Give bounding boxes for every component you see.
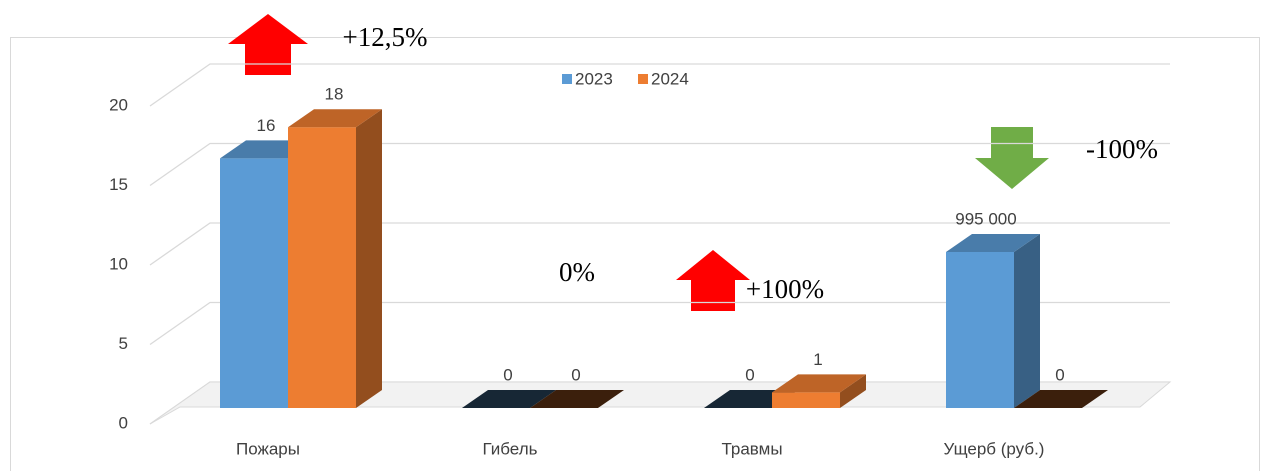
bar: [772, 374, 866, 408]
bar-face: [530, 390, 624, 408]
bar-face: [772, 374, 866, 393]
legend-swatch: [562, 74, 572, 84]
bar: [946, 234, 1040, 408]
y-tick-label: 10: [109, 254, 128, 273]
bar-face: [1014, 234, 1040, 408]
chart-frame: [10, 37, 1260, 471]
bar: [530, 390, 624, 408]
bar-face: [946, 252, 1014, 408]
y-tick-label: 15: [109, 175, 128, 194]
bar-face: [462, 390, 556, 408]
value-label: 0: [745, 365, 754, 384]
x-tick-label: Ущерб (руб.): [944, 439, 1045, 458]
x-tick-label: Травмы: [721, 439, 782, 458]
bar: [288, 109, 382, 408]
annotation: 0%: [559, 257, 595, 287]
y-tick-label: 5: [119, 334, 128, 353]
down-arrow: [975, 127, 1049, 189]
up-arrow: [676, 250, 750, 311]
legend-label: 2023: [575, 69, 613, 88]
grid-line: [149, 63, 1170, 107]
floor: [149, 381, 1172, 425]
bar-face: [356, 109, 382, 408]
legend-label: 2024: [651, 69, 689, 88]
bar-face: [946, 234, 1040, 252]
value-label: 0: [571, 365, 580, 384]
bar: [1014, 390, 1108, 408]
bar: [462, 390, 556, 408]
grid-line: [149, 222, 1170, 266]
bar-face: [1014, 390, 1108, 408]
annotation: +12,5%: [343, 22, 428, 52]
y-tick-label: 0: [119, 413, 128, 432]
x-tick-label: Пожары: [236, 439, 300, 458]
value-label: 18: [325, 85, 344, 104]
grid-line: [149, 301, 1170, 346]
value-label: 0: [1055, 365, 1064, 384]
annotation: -100%: [1086, 134, 1158, 164]
up-arrow: [228, 14, 308, 75]
x-tick-label: Гибель: [483, 439, 538, 458]
legend-swatch: [638, 74, 648, 84]
value-label: 1: [813, 350, 822, 369]
bar-face: [288, 127, 356, 408]
annotation: +100%: [746, 274, 824, 304]
value-label: 16: [257, 116, 276, 135]
bar-face: [288, 109, 382, 128]
grid-line: [149, 142, 1170, 187]
bar-face: [220, 158, 288, 408]
annotation: 995 000: [955, 209, 1016, 228]
y-tick-label: 20: [109, 95, 128, 114]
bar-face: [772, 392, 840, 408]
value-label: 0: [503, 365, 512, 384]
bar-face: [840, 374, 866, 408]
